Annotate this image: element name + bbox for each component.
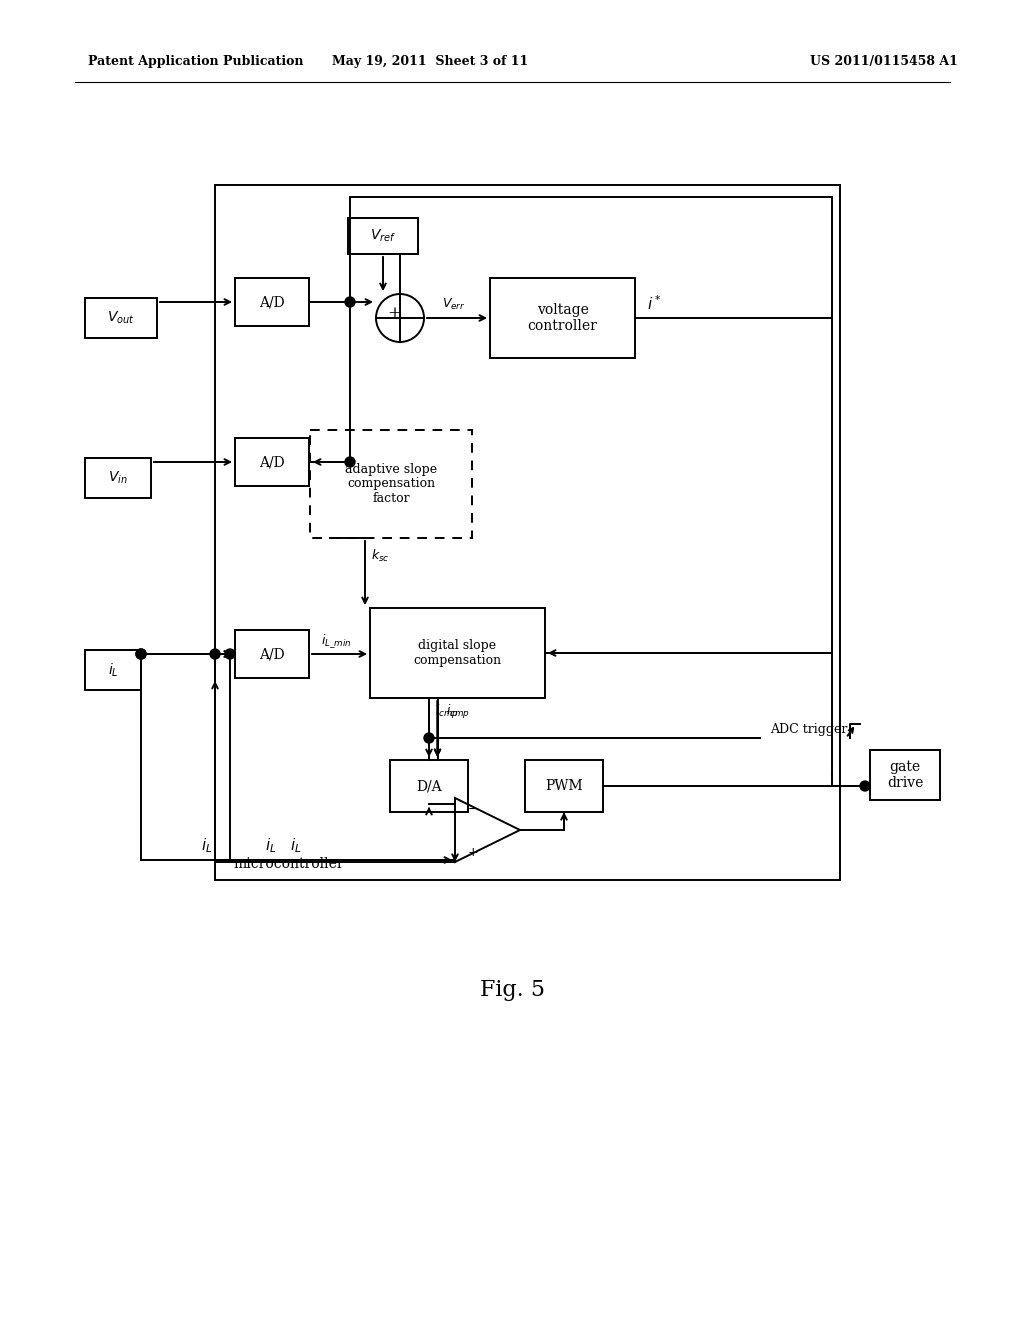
Text: US 2011/0115458 A1: US 2011/0115458 A1 bbox=[810, 55, 957, 69]
Bar bbox=[234, 279, 309, 326]
Text: adaptive slope
compensation
factor: adaptive slope compensation factor bbox=[345, 462, 437, 506]
Circle shape bbox=[860, 781, 870, 791]
Text: A/D: A/D bbox=[259, 647, 285, 661]
Text: $V_{err}$: $V_{err}$ bbox=[442, 297, 466, 312]
Bar bbox=[310, 430, 472, 539]
Text: $V_{out}$: $V_{out}$ bbox=[108, 310, 135, 326]
Bar bbox=[234, 630, 309, 678]
Circle shape bbox=[424, 733, 434, 743]
Text: $i_{cmp}$: $i_{cmp}$ bbox=[435, 704, 459, 721]
Text: $i_{L\_min}$: $i_{L\_min}$ bbox=[321, 632, 351, 649]
Text: +: + bbox=[387, 305, 401, 322]
Text: ADC trigger: ADC trigger bbox=[770, 723, 848, 737]
Text: $i_{cmp}$: $i_{cmp}$ bbox=[445, 704, 469, 721]
Bar bbox=[85, 298, 157, 338]
Text: Fig. 5: Fig. 5 bbox=[479, 979, 545, 1001]
Text: $k_{sc}$: $k_{sc}$ bbox=[371, 548, 389, 564]
Bar bbox=[490, 279, 635, 358]
Bar bbox=[85, 458, 151, 498]
Text: $+$: $+$ bbox=[467, 846, 478, 858]
Circle shape bbox=[136, 649, 146, 659]
Bar bbox=[234, 438, 309, 486]
Bar bbox=[525, 760, 603, 812]
Bar bbox=[215, 185, 840, 880]
Text: A/D: A/D bbox=[259, 455, 285, 469]
Text: $V_{ref}$: $V_{ref}$ bbox=[370, 228, 396, 244]
Bar bbox=[370, 609, 545, 698]
Text: May 19, 2011  Sheet 3 of 11: May 19, 2011 Sheet 3 of 11 bbox=[332, 55, 528, 69]
Circle shape bbox=[225, 649, 234, 659]
Text: gate
drive: gate drive bbox=[887, 760, 924, 791]
Bar bbox=[348, 218, 418, 253]
Circle shape bbox=[345, 457, 355, 467]
Text: D/A: D/A bbox=[416, 779, 441, 793]
Text: $i_L$: $i_L$ bbox=[108, 661, 119, 678]
Bar bbox=[390, 760, 468, 812]
Text: voltage
controller: voltage controller bbox=[527, 302, 597, 333]
Text: $V_{in}$: $V_{in}$ bbox=[109, 470, 128, 486]
Text: microcontroller: microcontroller bbox=[233, 857, 344, 871]
Text: Patent Application Publication: Patent Application Publication bbox=[88, 55, 303, 69]
Text: PWM: PWM bbox=[545, 779, 583, 793]
Text: digital slope
compensation: digital slope compensation bbox=[414, 639, 502, 667]
Text: $-$: $-$ bbox=[467, 801, 478, 814]
Text: A/D: A/D bbox=[259, 294, 285, 309]
Circle shape bbox=[136, 649, 146, 659]
Bar bbox=[85, 649, 141, 690]
Text: $i_L$: $i_L$ bbox=[290, 837, 301, 855]
Circle shape bbox=[210, 649, 220, 659]
Text: $i^*$: $i^*$ bbox=[647, 294, 662, 313]
Bar bbox=[870, 750, 940, 800]
Circle shape bbox=[345, 297, 355, 308]
Text: $i_L$: $i_L$ bbox=[265, 837, 276, 855]
Text: $i_L$: $i_L$ bbox=[201, 837, 213, 855]
